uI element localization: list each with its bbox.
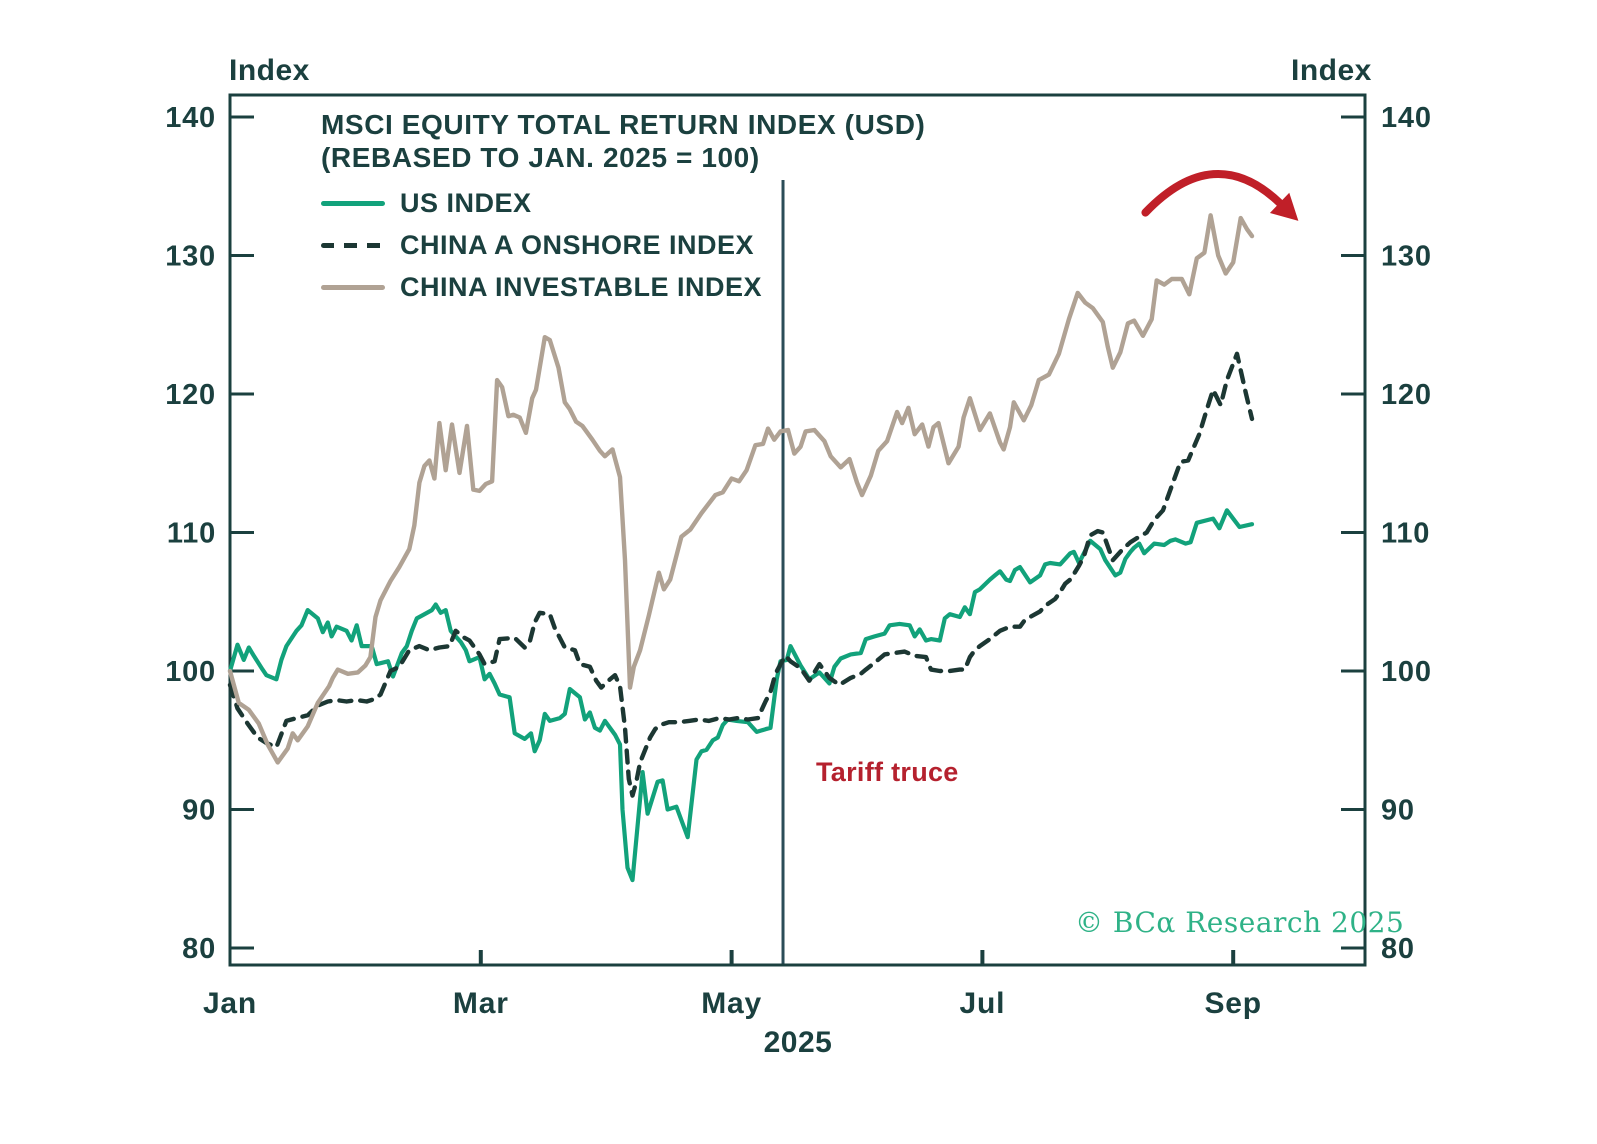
trend-arrow-shaft: [1141, 170, 1284, 217]
legend: US INDEX CHINA A ONSHORE INDEX CHINA INV…: [321, 182, 762, 308]
legend-item-us-index: US INDEX: [321, 182, 762, 224]
y-tick-label-left-90: 90: [182, 795, 216, 827]
y-tick-label-right-90: 90: [1381, 795, 1415, 827]
y-tick-label-left-100: 100: [165, 656, 216, 688]
y-tick-label-right-80: 80: [1381, 933, 1415, 965]
x-tick-label-Jul: Jul: [960, 987, 1006, 1020]
chart-subtitle: (REBASED TO JAN. 2025 = 100): [321, 142, 760, 173]
legend-item-china-a-onshore-index: CHINA A ONSHORE INDEX: [321, 224, 762, 266]
annotation-tariff-truce: Tariff truce: [816, 757, 959, 787]
series-line-china-a-onshore-index: [227, 351, 1255, 798]
y-axis-title-right: Index: [1291, 54, 1372, 87]
y-tick-label-left-140: 140: [165, 102, 216, 134]
x-tick-label-Mar: Mar: [453, 987, 509, 1020]
legend-item-china-investable-index: CHINA INVESTABLE INDEX: [321, 266, 762, 308]
y-tick-label-right-120: 120: [1381, 379, 1432, 411]
plot-border: [228, 93, 1367, 967]
china-investable-line-swatch-icon: [321, 284, 385, 290]
y-tick-label-left-130: 130: [165, 241, 216, 273]
y-tick-label-left-110: 110: [167, 518, 216, 550]
series-line-china-investable-index: [227, 213, 1255, 765]
x-tick-label-May: May: [701, 987, 762, 1020]
china-a-onshore-dashed-line-swatch-icon: [321, 242, 385, 248]
x-tick-label-Jan: Jan: [203, 987, 257, 1020]
x-axis-year-label: 2025: [763, 1026, 833, 1059]
legend-label-china-investable-index: CHINA INVESTABLE INDEX: [400, 271, 763, 302]
legend-label-china-a-onshore-index: CHINA A ONSHORE INDEX: [400, 229, 755, 260]
legend-label-us-index: US INDEX: [400, 187, 532, 218]
x-tick-label-Sep: Sep: [1204, 987, 1261, 1020]
chart-title: MSCI EQUITY TOTAL RETURN INDEX (USD): [321, 109, 926, 140]
y-tick-label-left-80: 80: [182, 933, 216, 965]
watermark-bca-research: © BCα Research 2025: [1075, 906, 1405, 939]
y-tick-label-right-140: 140: [1381, 102, 1432, 134]
us-index-line-swatch-icon: [321, 200, 385, 206]
title-block: MSCI EQUITY TOTAL RETURN INDEX (USD) (RE…: [321, 108, 925, 174]
y-tick-label-right-130: 130: [1381, 241, 1432, 273]
y-axis-title-left: Index: [229, 54, 310, 87]
trend-arrow-head-icon: [1269, 192, 1299, 221]
y-tick-label-left-120: 120: [165, 379, 216, 411]
y-tick-label-right-100: 100: [1381, 656, 1432, 688]
series-line-us-index: [227, 508, 1255, 883]
y-tick-label-right-110: 110: [1381, 518, 1430, 550]
